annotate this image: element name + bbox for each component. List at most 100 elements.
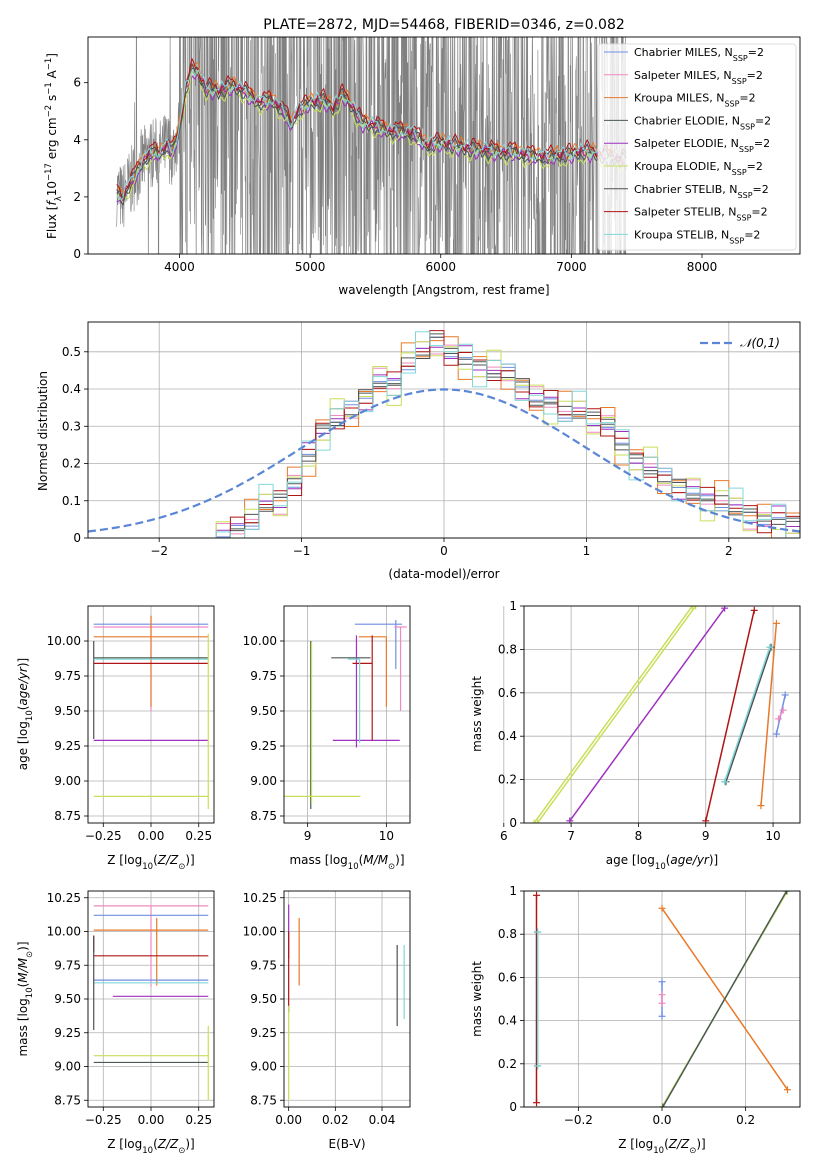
x-tick-label: 4000 — [164, 260, 195, 274]
age-vs-Z-axes: −0.25 0.00 0.25 8.75 9.00 9.25 9.50 9.75 10.00 — [47, 605, 215, 843]
y-tick-label: 0.6 — [498, 970, 517, 984]
x-tick-label: 10 — [379, 829, 394, 843]
x-tick-label: 1 — [583, 544, 591, 558]
model-series-line — [116, 72, 627, 205]
model-series-line — [116, 62, 627, 194]
y-tick-label: 9.50 — [54, 992, 81, 1006]
y-tick-label: 0.4 — [498, 1014, 517, 1028]
mass-vs-ebv-axes: 0.00 0.02 0.04 8.75 9.00 9.25 9.50 9.75 10.00 10.… — [243, 890, 411, 1127]
y-tick-label: 9.25 — [54, 1026, 81, 1040]
x-axis-label: (data-model)/error — [388, 567, 499, 581]
y-axis-label: mass weight — [470, 961, 484, 1037]
y-axis-label: Normed distribution — [36, 371, 50, 491]
y-tick-label: 10.25 — [47, 891, 81, 905]
age-vs-mass-axes: 9 10 8.75 9.00 9.25 9.50 9.75 10.00 — [243, 605, 411, 843]
y-tick-label: 9.00 — [54, 1060, 81, 1074]
model-series-line — [116, 57, 627, 201]
y-tick-label: 9.00 — [250, 1060, 277, 1074]
axes-frame — [523, 605, 801, 824]
y-tick-label: 2 — [73, 190, 81, 204]
x-axis-label: E(B-V) — [328, 1137, 365, 1151]
model-series-line — [116, 70, 627, 204]
legend-label: Salpeter STELIB, NSSP=2 — [634, 206, 768, 223]
x-axis-label: wavelength [Angstrom, rest frame] — [338, 283, 549, 297]
model-series-line — [116, 69, 627, 202]
x-axis-label: Z [log10(Z/Z⊙)] — [107, 853, 195, 872]
legend-label: Kroupa MILES, NSSP=2 — [634, 92, 756, 109]
y-axis-label: mass [log10(M/M⊙)] — [16, 941, 35, 1056]
y-tick-label: 8.75 — [250, 1093, 277, 1107]
y-tick-label: 9.75 — [250, 958, 277, 972]
y-tick-label: 8.75 — [54, 809, 81, 823]
y-tick-label: 4 — [73, 133, 81, 147]
normal-distribution-curve — [88, 388, 800, 533]
y-tick-label: 0.3 — [62, 419, 81, 433]
plot-area — [284, 620, 407, 809]
axes-frame — [87, 890, 215, 1108]
y-tick-label: 9.75 — [54, 669, 81, 683]
plot-area — [88, 330, 800, 538]
y-tick-label: 0.2 — [498, 1057, 517, 1071]
y-tick-label: 10.25 — [243, 891, 277, 905]
x-tick-label: 7000 — [556, 260, 587, 274]
y-tick-label: 10.00 — [243, 925, 277, 939]
weight-line — [662, 891, 788, 1107]
y-tick-label: 1 — [509, 599, 517, 613]
x-tick-label: 0 — [440, 544, 448, 558]
weight-line — [536, 606, 697, 823]
mass-vs-Z-axes: −0.25 0.00 0.25 8.75 9.00 9.25 9.50 9.75 10.00 10… — [47, 890, 215, 1127]
spectrum-data-line — [116, 37, 627, 254]
x-tick-label: 0.02 — [322, 1113, 349, 1127]
x-tick-label: 5000 — [295, 260, 326, 274]
x-tick-label: 9 — [304, 829, 312, 843]
y-tick-label: 9.50 — [250, 992, 277, 1006]
x-tick-label: −2 — [150, 544, 168, 558]
y-tick-label: 10.00 — [243, 634, 277, 648]
y-tick-label: 0.5 — [62, 345, 81, 359]
spectrum-axes: 4000 5000 6000 7000 8000 0 2 4 6 — [73, 36, 801, 274]
model-series-line — [116, 62, 627, 206]
weight-line — [723, 646, 771, 783]
x-tick-label: 0.0 — [652, 1113, 671, 1127]
residuals-axes: −2 −1 0 1 2 0 0.1 0.2 0.3 0.4 0.5 — [62, 321, 801, 558]
x-tick-label: 0.00 — [275, 1113, 302, 1127]
axes-frame — [523, 890, 801, 1108]
y-tick-label: 0.4 — [62, 382, 81, 396]
histogram-step-line — [216, 330, 800, 538]
y-tick-label: 9.25 — [54, 739, 81, 753]
weight-line — [777, 709, 784, 720]
x-tick-label: 2 — [725, 544, 733, 558]
x-tick-label: 0.25 — [185, 1113, 212, 1127]
axes-frame — [283, 890, 411, 1108]
x-tick-label: 8000 — [687, 260, 718, 274]
y-tick-label: 9.50 — [250, 704, 277, 718]
chart-title: PLATE=2872, MJD=54468, FIBERID=0346, z=0… — [263, 17, 625, 33]
y-tick-label: 6 — [73, 76, 81, 90]
x-tick-label: 0.00 — [138, 1113, 165, 1127]
x-axis-label: Z [log10(Z/Z⊙)] — [107, 1137, 195, 1156]
weight-vs-age-axes: 6 7 8 9 10 0 0.2 0.4 0.6 0.8 1 — [498, 599, 801, 843]
x-axis-label: Z [log10(Z/Z⊙)] — [618, 1137, 706, 1156]
x-tick-label: 0.00 — [138, 829, 165, 843]
x-tick-label: 9 — [702, 829, 710, 843]
y-tick-label: 9.25 — [250, 739, 277, 753]
x-tick-label: 7 — [567, 829, 575, 843]
y-tick-label: 9.00 — [250, 774, 277, 788]
weight-line — [533, 606, 693, 823]
axes-frame — [87, 605, 215, 824]
axes-frame — [283, 605, 411, 824]
x-tick-label: 6000 — [425, 260, 456, 274]
y-tick-label: 0 — [73, 531, 81, 545]
weight-line — [725, 646, 772, 783]
legend-label: Salpeter MILES, NSSP=2 — [634, 69, 763, 86]
x-tick-label: −0.25 — [85, 829, 122, 843]
x-tick-label: 10 — [765, 829, 780, 843]
plot-area — [93, 615, 209, 809]
legend: Chabrier MILES, NSSP=2 Salpeter MILES, NS… — [597, 43, 797, 251]
y-tick-label: 0.8 — [498, 927, 517, 941]
y-tick-label: 0 — [73, 247, 81, 261]
x-tick-label: 8 — [635, 829, 643, 843]
histogram-step-line — [215, 341, 800, 538]
x-tick-label: 0.04 — [369, 1113, 396, 1127]
legend-label: Chabrier ELODIE, NSSP=2 — [634, 114, 771, 130]
